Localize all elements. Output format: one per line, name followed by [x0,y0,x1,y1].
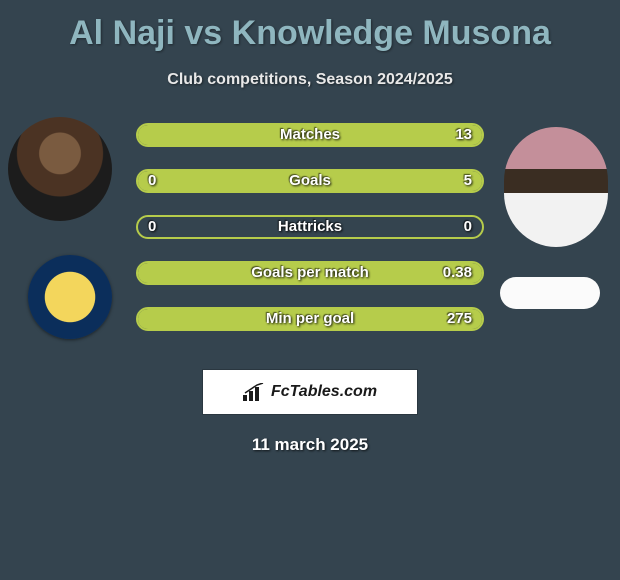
brand-chart-icon [243,383,265,401]
stat-label: Goals [289,172,331,189]
brand-box: FcTables.com [202,369,418,415]
page-title: Al Naji vs Knowledge Musona [0,0,620,53]
date-text: 11 march 2025 [0,435,620,455]
stat-bars: Matches 13 0 Goals 5 0 Hattricks 0 Goals per mat… [136,123,484,353]
stat-label: Goals per match [251,264,369,281]
stat-right-value: 5 [464,172,472,189]
stat-bar: 0 Hattricks 0 [136,215,484,239]
stat-bar: Min per goal 275 [136,307,484,331]
stat-bar: 0 Goals 5 [136,169,484,193]
brand-text: FcTables.com [271,383,377,401]
player-left-avatar [8,117,112,221]
stat-bar: Goals per match 0.38 [136,261,484,285]
stat-bar: Matches 13 [136,123,484,147]
stat-label: Matches [280,126,340,143]
club-left-logo [28,255,112,339]
stat-left-value: 0 [148,172,156,189]
stat-left-value: 0 [148,218,156,235]
stat-right-value: 0 [464,218,472,235]
player-right-avatar [504,127,608,247]
stat-label: Min per goal [266,310,354,327]
stat-right-value: 13 [455,126,472,143]
stat-right-value: 275 [447,310,472,327]
subtitle: Club competitions, Season 2024/2025 [0,71,620,89]
stat-label: Hattricks [278,218,342,235]
comparison-area: Matches 13 0 Goals 5 0 Hattricks 0 Goals per mat… [0,117,620,357]
club-right-logo [500,277,600,309]
stat-right-value: 0.38 [443,264,472,281]
